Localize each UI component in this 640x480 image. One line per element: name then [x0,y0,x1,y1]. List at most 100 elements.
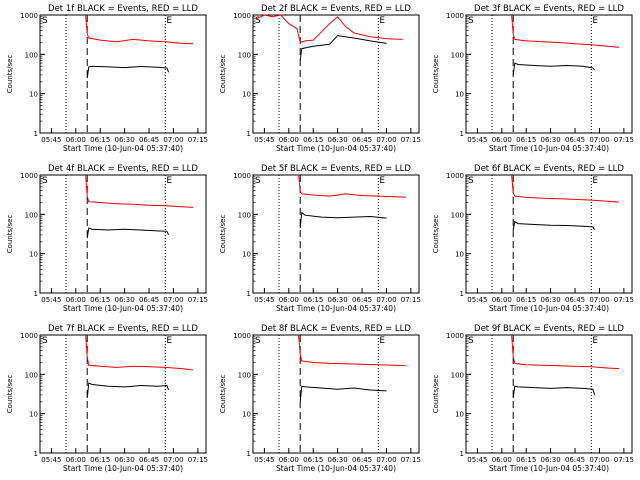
x-axis-label: Start Time (10-Jun-04 05:37:40) [489,304,609,313]
marker-s: S [468,336,474,346]
x-tick-label: 06:30 [115,136,135,144]
x-tick-label: 06:45 [352,456,372,464]
x-tick-label: 07:15 [188,296,208,304]
y-tick-label: 1 [460,290,464,298]
x-tick-label: 07:00 [589,456,609,464]
marker-e: E [379,336,385,346]
y-tick-label: 10 [242,411,251,419]
marker-s: S [255,176,261,186]
y-tick-label: 1 [247,290,251,298]
x-tick-label: 07:00 [376,136,396,144]
x-tick-label: 06:30 [541,456,561,464]
series-lld-line [511,334,620,370]
x-tick-label: 06:15 [303,456,323,464]
x-tick-label: 06:15 [90,456,110,464]
x-tick-label: 06:00 [279,296,299,304]
y-tick-label: 1000 [233,172,251,180]
x-tick-label: 06:30 [541,296,561,304]
chart-title: Det 9f BLACK = Events, RED = LLD [474,324,624,334]
series-events-line [299,211,387,229]
x-tick-label: 06:45 [565,296,585,304]
x-tick-label: 06:30 [328,296,348,304]
plot-frame [465,334,633,454]
marker-e: E [379,176,385,186]
plot-frame [39,174,207,294]
x-tick-label: 06:15 [90,296,110,304]
y-axis-label: Counts/sec [432,215,440,254]
x-tick-label: 06:00 [492,456,512,464]
marker-s: S [42,16,48,26]
x-tick-label: 07:15 [401,296,421,304]
x-axis-label: Start Time (10-Jun-04 05:37:40) [276,464,396,473]
chart-panel-7: Det 7f BLACK = Events, RED = LLD 1 10 100 10… [6,324,208,473]
x-axis-label: Start Time (10-Jun-04 05:37:40) [276,144,396,153]
x-tick-label: 06:15 [303,296,323,304]
series-events-line [512,62,595,75]
x-tick-label: 05:45 [254,456,274,464]
series-events-line [299,385,387,402]
series-lld-line [85,334,194,371]
x-tick-label: 07:15 [614,296,634,304]
chart-panel-9: Det 9f BLACK = Events, RED = LLD 1 10 100 10… [432,324,634,473]
x-tick-label: 06:00 [492,136,512,144]
chart-title: Det 6f BLACK = Events, RED = LLD [474,164,624,174]
x-tick-label: 06:00 [66,456,86,464]
y-tick-label: 1000 [446,172,464,180]
chart-title: Det 4f BLACK = Events, RED = LLD [48,164,198,174]
series-events-line [512,385,596,399]
series-events-line [299,35,387,61]
chart-panel-6: Det 6f BLACK = Events, RED = LLD 1 10 100 10… [432,164,634,313]
x-axis-label: Start Time (10-Jun-04 05:37:40) [63,464,183,473]
y-axis-label: Counts/sec [6,55,14,94]
x-tick-label: 05:45 [41,296,61,304]
x-tick-label: 07:00 [163,296,183,304]
x-tick-label: 06:45 [352,136,372,144]
y-tick-label: 1 [247,130,251,138]
y-tick-label: 100 [451,51,464,59]
y-tick-label: 1000 [20,172,38,180]
y-tick-label: 100 [238,371,251,379]
y-tick-label: 1 [247,450,251,458]
marker-e: E [166,336,172,346]
x-tick-label: 07:00 [589,296,609,304]
x-tick-label: 07:00 [589,136,609,144]
plot-frame [39,14,207,134]
x-tick-label: 06:30 [541,136,561,144]
plot-frame [252,174,420,294]
x-tick-label: 06:45 [352,296,372,304]
marker-e: E [166,176,172,186]
x-tick-label: 05:45 [467,136,487,144]
y-tick-label: 10 [242,91,251,99]
x-tick-label: 05:45 [467,456,487,464]
series-lld-line [85,14,194,45]
y-tick-label: 10 [29,411,38,419]
marker-s: S [42,176,48,186]
x-axis-label: Start Time (10-Jun-04 05:37:40) [489,464,609,473]
plot-frame [39,334,207,454]
x-tick-label: 06:00 [66,296,86,304]
series-lld-line [298,174,407,198]
x-tick-label: 07:00 [376,296,396,304]
x-tick-label: 05:45 [41,456,61,464]
chart-panel-2: Det 2f BLACK = Events, RED = LLD 1 10 100 10… [219,4,421,153]
marker-e: E [592,176,598,186]
chart-panel-5: Det 5f BLACK = Events, RED = LLD 1 10 100 10… [219,164,421,313]
x-tick-label: 06:00 [66,136,86,144]
y-tick-label: 1000 [20,12,38,20]
x-axis-label: Start Time (10-Jun-04 05:37:40) [276,304,396,313]
y-tick-label: 1 [34,450,38,458]
x-tick-label: 06:15 [516,456,536,464]
x-tick-label: 07:15 [614,456,634,464]
y-tick-label: 1 [460,450,464,458]
y-axis-label: Counts/sec [219,215,227,254]
marker-e: E [379,16,385,26]
x-tick-label: 05:45 [467,296,487,304]
y-tick-label: 100 [25,371,38,379]
x-tick-label: 07:15 [614,136,634,144]
marker-s: S [255,16,261,26]
marker-s: S [42,336,48,346]
series-events-line [512,220,596,231]
y-tick-label: 100 [451,211,464,219]
y-tick-label: 10 [242,251,251,259]
